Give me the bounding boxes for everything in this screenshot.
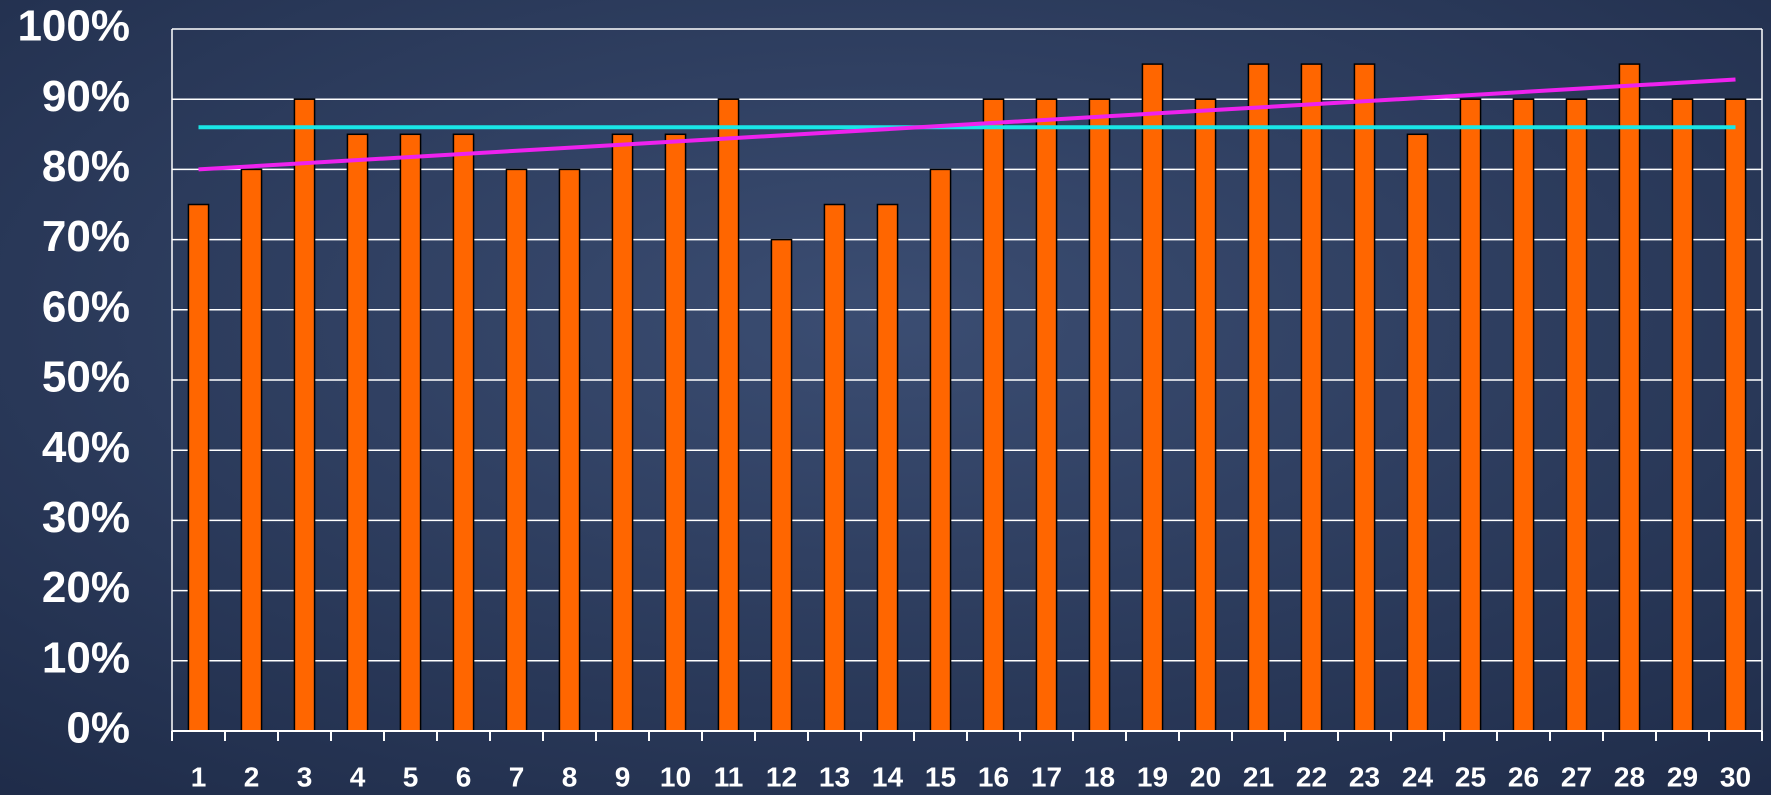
bar	[876, 203, 899, 732]
x-tick-label: 15	[925, 761, 956, 792]
bar	[293, 98, 316, 732]
y-tick-label: 10%	[42, 633, 130, 682]
bar	[1300, 63, 1323, 732]
y-tick-label: 0%	[66, 704, 130, 753]
bar	[1353, 63, 1376, 732]
x-tick-label: 30	[1720, 761, 1751, 792]
x-tick-label: 29	[1667, 761, 1698, 792]
y-tick-label: 60%	[42, 282, 130, 331]
bar	[1724, 98, 1747, 732]
x-tick-label: 16	[978, 761, 1009, 792]
bar	[558, 168, 581, 732]
bar	[505, 168, 528, 732]
x-tick-label: 11	[714, 761, 744, 792]
y-tick-label: 50%	[42, 353, 130, 402]
x-tick-label: 17	[1031, 761, 1062, 792]
bar	[1512, 98, 1535, 732]
bar	[240, 168, 263, 732]
bar	[1671, 98, 1694, 732]
x-tick-label: 3	[297, 761, 313, 792]
x-tick-label: 5	[403, 761, 419, 792]
bar	[346, 133, 369, 732]
bar	[717, 98, 740, 732]
x-tick-label: 28	[1614, 761, 1645, 792]
x-tick-label: 24	[1402, 761, 1434, 792]
bar	[1141, 63, 1164, 732]
bar	[1618, 63, 1641, 732]
bar	[1247, 63, 1270, 732]
y-tick-label: 20%	[42, 563, 130, 612]
bar	[452, 133, 475, 732]
y-tick-label: 70%	[42, 212, 130, 261]
x-tick-label: 20	[1190, 761, 1221, 792]
bar	[664, 133, 687, 732]
bar	[1035, 98, 1058, 732]
x-tick-label: 19	[1137, 761, 1168, 792]
x-tick-label: 2	[244, 761, 260, 792]
bar	[770, 238, 793, 732]
y-tick-label: 30%	[42, 493, 130, 542]
x-tick-label: 12	[766, 761, 797, 792]
x-tick-label: 25	[1455, 761, 1486, 792]
bar	[1459, 98, 1482, 732]
bar	[1565, 98, 1588, 732]
bar	[1088, 98, 1111, 732]
bar	[982, 98, 1005, 732]
x-tick-label: 21	[1243, 761, 1274, 792]
x-tick-label: 14	[872, 761, 904, 792]
bar	[611, 133, 634, 732]
y-tick-label: 90%	[42, 72, 130, 121]
x-tick-label: 22	[1296, 761, 1327, 792]
x-tick-label: 26	[1508, 761, 1539, 792]
y-tick-label: 40%	[42, 423, 130, 472]
x-tick-label: 1	[191, 761, 207, 792]
x-tick-label: 4	[350, 761, 366, 792]
x-tick-label: 10	[660, 761, 691, 792]
x-tick-label: 27	[1561, 761, 1592, 792]
y-tick-label: 80%	[42, 142, 130, 191]
x-tick-label: 9	[615, 761, 631, 792]
x-tick-label: 8	[562, 761, 578, 792]
bar	[823, 203, 846, 732]
overlay-line	[198, 77, 1736, 172]
x-tick-label: 18	[1084, 761, 1115, 792]
x-tick-label: 6	[456, 761, 472, 792]
bar	[1194, 98, 1217, 732]
y-tick-label: 100%	[17, 2, 130, 51]
x-tick-label: 23	[1349, 761, 1380, 792]
x-tick-label: 13	[819, 761, 850, 792]
bar	[399, 133, 422, 732]
bar	[187, 203, 210, 732]
x-tick-label: 7	[509, 761, 525, 792]
bar	[929, 168, 952, 732]
bar	[1406, 133, 1429, 732]
